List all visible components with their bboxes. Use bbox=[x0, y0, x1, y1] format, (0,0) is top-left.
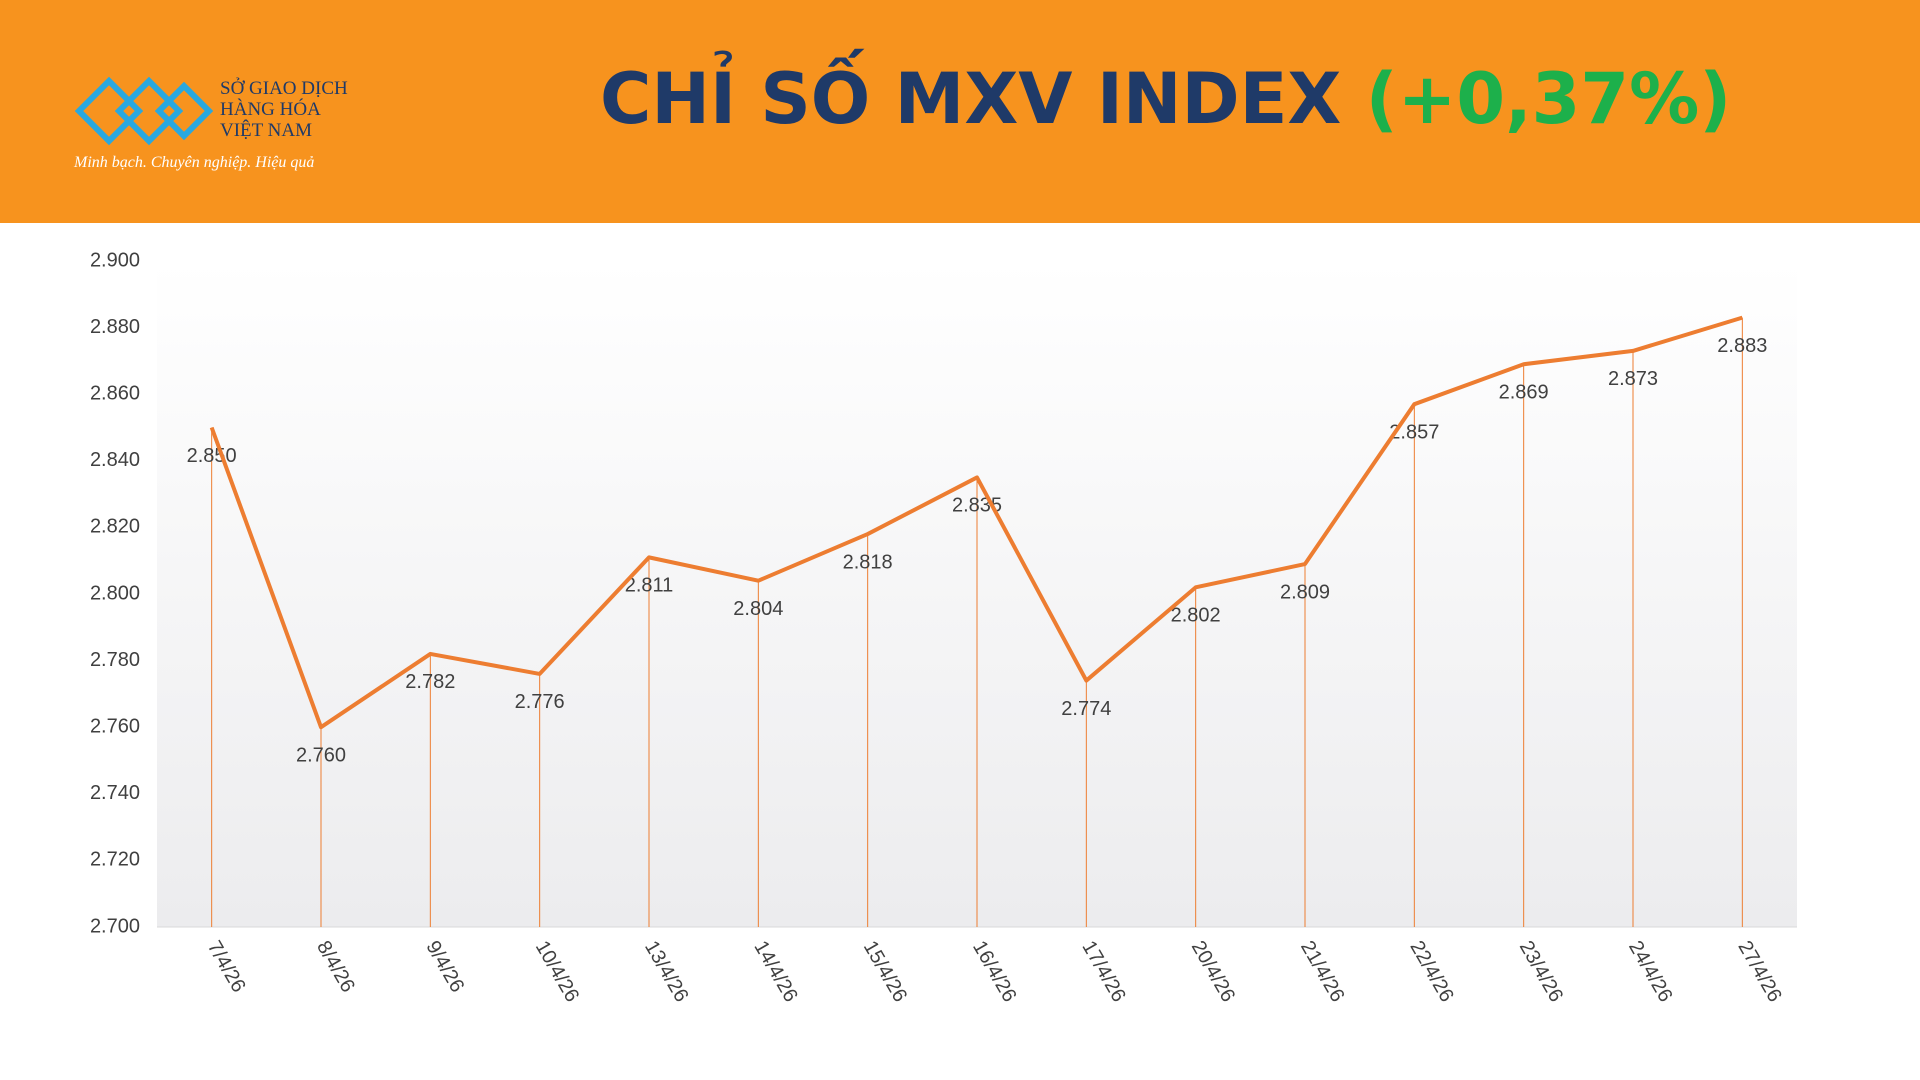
value-label: 2.869 bbox=[1499, 382, 1549, 404]
x-tick-label: 10/4/26 bbox=[531, 937, 583, 1006]
header: SỞ GIAO DỊCH HÀNG HÓA VIỆT NAM Minh bạch… bbox=[0, 0, 1920, 223]
y-tick-label: 2.820 bbox=[90, 516, 140, 538]
value-label: 2.760 bbox=[296, 744, 346, 766]
y-tick-label: 2.880 bbox=[90, 316, 140, 338]
x-tick-label: 27/4/26 bbox=[1733, 937, 1785, 1006]
chart: 2.700 2.720 2.740 2.760 2.780 2.800 2.820 2.840… bbox=[90, 249, 1797, 1006]
value-label: 2.774 bbox=[1061, 698, 1111, 720]
y-tick-label: 2.700 bbox=[90, 915, 140, 937]
value-label: 2.804 bbox=[733, 598, 783, 620]
value-label: 2.818 bbox=[843, 551, 893, 573]
tagline: Minh bạch. Chuyên nghiệp. Hiệu quả bbox=[74, 154, 315, 171]
x-tick-label: 20/4/26 bbox=[1187, 937, 1239, 1006]
y-tick-label: 2.800 bbox=[90, 582, 140, 604]
x-tick-label: 8/4/26 bbox=[312, 937, 359, 996]
y-tick-label: 2.840 bbox=[90, 449, 140, 471]
title-text: CHỈ SỐ MXV INDEX bbox=[600, 58, 1342, 140]
value-label: 2.802 bbox=[1171, 605, 1221, 627]
y-tick-label: 2.900 bbox=[90, 249, 140, 271]
value-label: 2.811 bbox=[625, 575, 674, 597]
x-tick-label: 21/4/26 bbox=[1296, 937, 1348, 1006]
y-tick-label: 2.720 bbox=[90, 849, 140, 871]
logo-line: SỞ GIAO DỊCH bbox=[220, 78, 348, 99]
x-tick-label: 23/4/26 bbox=[1515, 937, 1567, 1006]
y-tick-label: 2.860 bbox=[90, 382, 140, 404]
chart-title: CHỈ SỐ MXV INDEX (+0,37%) bbox=[600, 58, 1731, 140]
x-tick-label: 22/4/26 bbox=[1405, 937, 1457, 1006]
value-label: 2.776 bbox=[515, 691, 565, 713]
logo-line: VIỆT NAM bbox=[220, 120, 313, 141]
y-tick-label: 2.760 bbox=[90, 715, 140, 737]
x-tick-label: 13/4/26 bbox=[640, 937, 692, 1006]
logo-icon bbox=[74, 76, 214, 146]
y-tick-label: 2.780 bbox=[90, 649, 140, 671]
x-tick-label: 15/4/26 bbox=[859, 937, 911, 1006]
x-tick-label: 7/4/26 bbox=[203, 937, 250, 996]
logo-line: HÀNG HÓA bbox=[220, 99, 321, 120]
value-label: 2.857 bbox=[1389, 421, 1439, 443]
value-label: 2.850 bbox=[187, 445, 237, 467]
value-label: 2.809 bbox=[1280, 581, 1330, 603]
x-tick-label: 14/4/26 bbox=[749, 937, 801, 1006]
value-label: 2.782 bbox=[405, 671, 455, 693]
x-tick-label: 24/4/26 bbox=[1624, 937, 1676, 1006]
value-label: 2.873 bbox=[1608, 368, 1658, 390]
x-tick-label: 16/4/26 bbox=[968, 937, 1020, 1006]
y-tick-label: 2.740 bbox=[90, 782, 140, 804]
title-change: (+0,37%) bbox=[1365, 58, 1732, 140]
logo-text: SỞ GIAO DỊCH HÀNG HÓA VIỆT NAM bbox=[220, 78, 348, 141]
x-tick-label: 17/4/26 bbox=[1077, 937, 1129, 1006]
x-tick-label: 9/4/26 bbox=[421, 937, 468, 996]
value-label: 2.883 bbox=[1717, 335, 1767, 357]
line bbox=[209, 315, 1743, 730]
